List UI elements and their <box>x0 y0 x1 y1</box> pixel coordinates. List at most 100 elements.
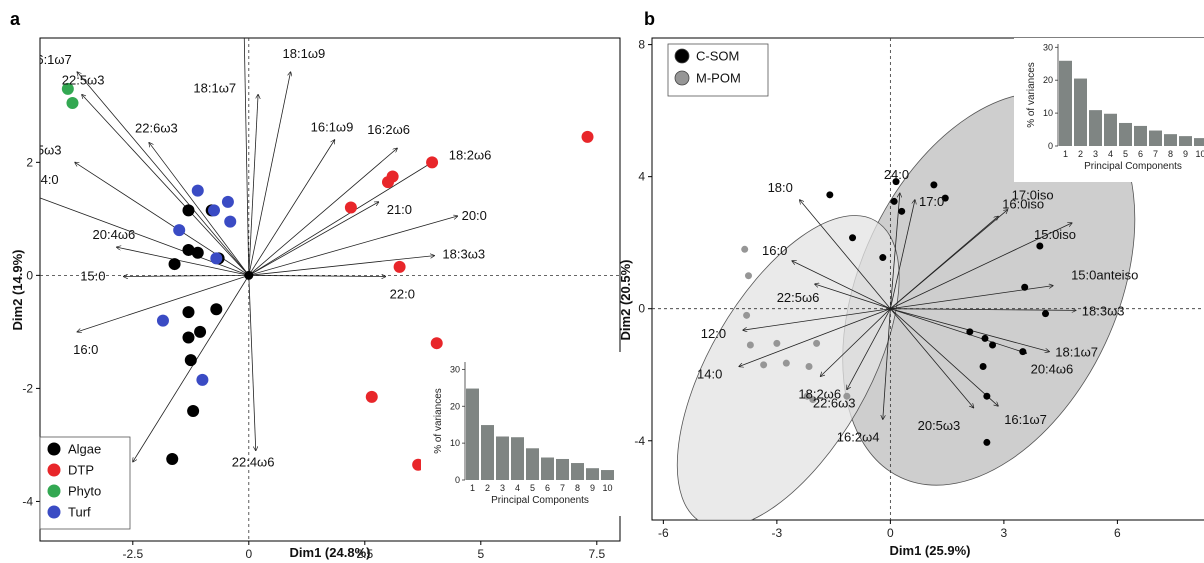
inset-bar-pc9 <box>1179 136 1192 146</box>
y-tick-label: 0 <box>638 302 645 316</box>
inset-bar-pc5 <box>1119 122 1132 146</box>
inset-x-tick-label: 5 <box>1123 149 1128 159</box>
loading-label-14-0: 14:0 <box>33 172 58 187</box>
inset-x-tick-label: 8 <box>1168 149 1173 159</box>
point-dtp <box>430 337 443 350</box>
point-m-pom <box>805 362 813 370</box>
loading-label-17-0: 17:0 <box>919 194 944 209</box>
loading-arrow-22-0 <box>248 275 386 276</box>
loading-label-16-0: 16:0 <box>73 342 98 357</box>
point-algae <box>210 303 223 316</box>
loading-arrow-20-5-3 <box>890 308 973 408</box>
loading-label-22-6-3: 22:6ω3 <box>135 121 178 136</box>
point-c-som <box>1021 283 1029 291</box>
loading-arrow-20-4-6 <box>890 308 1026 354</box>
point-c-som <box>826 191 834 199</box>
panel-a-x-axis-title: Dim1 (24.8%) <box>290 545 371 560</box>
loading-arrow-18-1-9 <box>248 72 291 276</box>
loading-label-16-0iso: 16:0iso <box>1002 196 1044 211</box>
panel-a: a Dim1 (24.8%) Dim2 (14.9%) -2.5 0 2.5 5 7.5… <box>10 9 623 561</box>
inset-bar-pc10 <box>601 470 614 480</box>
panel-a-legend: Algae DTP Phyto Turf <box>39 436 131 530</box>
loading-arrow-18-3-3 <box>890 309 1075 311</box>
inset-background <box>421 352 623 516</box>
point-c-som <box>1042 310 1050 318</box>
point-phyto <box>61 82 74 95</box>
point-c-som <box>983 438 991 446</box>
x-tick-label: 2.5 <box>356 547 373 561</box>
point-c-som <box>1036 242 1044 250</box>
inset-bar-pc2 <box>481 425 494 480</box>
point-m-pom <box>741 245 749 253</box>
loading-arrow-18-3-3 <box>248 256 435 276</box>
loading-arrow-16-1-7 <box>77 72 250 276</box>
loading-label-20-4-6: 20:4ω6 <box>1031 361 1074 376</box>
inset-x-tick-label: 4 <box>515 483 520 493</box>
x-tick-label: 5 <box>477 547 484 561</box>
point-turf <box>224 215 237 228</box>
loading-label-20-4-6: 20:4ω6 <box>93 227 136 242</box>
loading-label-14-0: 14:0 <box>697 366 722 381</box>
x-tick-label: 0 <box>887 526 894 540</box>
x-tick-label: 7.5 <box>588 547 605 561</box>
inset-bar-pc1 <box>466 388 479 480</box>
inset-bar-pc4 <box>1104 113 1117 146</box>
inset-x-tick-label: 2 <box>1078 149 1083 159</box>
legend-label-algae: Algae <box>68 442 101 457</box>
loading-label-22-6-3: 22:6ω3 <box>813 396 856 411</box>
point-c-som <box>930 181 938 189</box>
inset-x-tick-label: 3 <box>500 483 505 493</box>
inset-y-axis-title: % of variances <box>1026 62 1037 128</box>
inset-bar-pc7 <box>1149 130 1162 146</box>
loading-label-18-1-7: 18:1ω7 <box>1055 345 1098 360</box>
origin-point <box>244 270 254 280</box>
panel-b-zero-lines <box>652 38 1204 520</box>
loading-arrow-16-0 <box>792 261 891 310</box>
loading-label-18-1-9: 18:1ω9 <box>283 46 326 61</box>
loading-arrow-24-0 <box>889 193 899 309</box>
y-tick-label: 4 <box>638 170 645 184</box>
inset-x-tick-label: 8 <box>575 483 580 493</box>
inset-y-axis-title: % of variances <box>433 388 444 454</box>
panel-a-y-axis-title: Dim2 (14.9%) <box>10 250 25 331</box>
point-m-pom <box>803 392 811 400</box>
point-c-som <box>879 254 887 262</box>
loading-arrow-22-6-3 <box>149 143 250 276</box>
panel-b-legend: C-SOM M-POM <box>667 43 769 97</box>
inset-x-tick-label: 6 <box>1138 149 1143 159</box>
legend-label-c-som: C-SOM <box>696 49 739 64</box>
inset-x-tick-label: 10 <box>1195 149 1204 159</box>
inset-y-tick-label: 30 <box>450 364 460 374</box>
point-c-som <box>890 197 898 205</box>
inset-x-tick-label: 2 <box>485 483 490 493</box>
loading-label-16-1-7: 16:1ω7 <box>1004 412 1047 427</box>
loading-label-18-2-6: 18:2ω6 <box>798 386 841 401</box>
inset-y-tick-label: 0 <box>1048 141 1053 151</box>
point-c-som <box>966 328 974 336</box>
point-m-pom <box>809 396 817 403</box>
inset-bar-pc7 <box>556 458 569 480</box>
loading-arrow-16-2-6 <box>248 148 397 276</box>
point-algae <box>182 306 195 319</box>
legend-swatch-phyto <box>47 484 61 498</box>
point-m-pom <box>782 359 790 367</box>
point-turf <box>208 204 220 217</box>
x-tick-label: -6 <box>658 526 669 540</box>
loading-arrow-22-5-6 <box>133 275 250 462</box>
loading-label-18-0: 18:0 <box>768 180 793 195</box>
inset-bar-pc3 <box>496 436 509 480</box>
loading-arrow-15-0iso <box>890 223 1072 310</box>
inset-bar-pc6 <box>1134 125 1147 146</box>
inset-x-tick-label: 9 <box>1183 149 1188 159</box>
loading-arrow-22-5-6 <box>815 284 891 310</box>
inset-bar-pc6 <box>541 457 554 480</box>
inset-x-tick-label: 6 <box>545 483 550 493</box>
panel-a-loading-arrows <box>40 38 457 462</box>
x-tick-label: -2.5 <box>122 547 143 561</box>
inset-bar-pc4 <box>511 437 524 480</box>
panel-a-letter: a <box>10 9 21 29</box>
point-c-som <box>941 194 949 202</box>
panel-b-points <box>741 178 1050 446</box>
loading-label-18-3-3: 18:3ω3 <box>442 247 485 262</box>
